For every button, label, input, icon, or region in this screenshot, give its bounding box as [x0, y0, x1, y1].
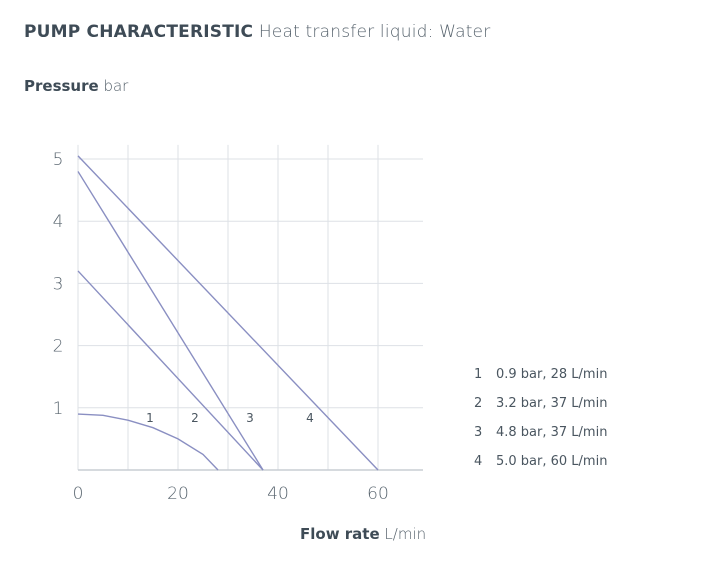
x-axis-label: Flow rate L/min — [300, 525, 426, 543]
chart-title: PUMP CHARACTERISTIC Heat transfer liquid… — [24, 22, 490, 42]
x-axis-title: Flow rate — [300, 525, 380, 543]
y-axis-unit: bar — [103, 77, 129, 95]
series-label-4: 4 — [306, 411, 314, 425]
x-tick-label: 20 — [167, 484, 189, 504]
legend-text: 0.9 bar, 28 L/min — [496, 367, 608, 382]
series-line-3 — [77, 171, 264, 471]
y-axis-label: Pressure bar — [24, 77, 128, 95]
series-label-1: 1 — [146, 411, 154, 425]
title-main: PUMP CHARACTERISTIC — [24, 22, 254, 42]
legend-item: 1 0.9 bar, 28 L/min — [474, 367, 607, 396]
legend-text: 5.0 bar, 60 L/min — [496, 454, 608, 469]
series-label-2: 2 — [191, 411, 199, 425]
y-tick-label: 3 — [53, 274, 64, 294]
series-line-2 — [77, 270, 264, 471]
title-subtitle: Heat transfer liquid: Water — [258, 22, 491, 42]
x-tick-label: 60 — [367, 484, 389, 504]
legend-text: 3.2 bar, 37 L/min — [496, 396, 608, 411]
y-tick-label: 1 — [53, 399, 64, 419]
legend-item: 4 5.0 bar, 60 L/min — [474, 454, 607, 483]
legend-text: 4.8 bar, 37 L/min — [496, 425, 608, 440]
y-tick-label: 4 — [53, 212, 64, 232]
series-label-3: 3 — [246, 411, 254, 425]
legend-item: 2 3.2 bar, 37 L/min — [474, 396, 607, 425]
x-tick-label: 40 — [267, 484, 289, 504]
legend-num: 4 — [474, 454, 483, 469]
y-tick-label: 5 — [53, 150, 64, 170]
legend-num: 1 — [474, 367, 483, 382]
legend-num: 2 — [474, 396, 483, 411]
y-axis-title: Pressure — [24, 77, 99, 95]
y-tick-label: 2 — [53, 337, 64, 357]
legend-num: 3 — [474, 425, 483, 440]
x-tick-label: 0 — [73, 484, 84, 504]
series-line-4 — [77, 155, 379, 471]
series-line-1 — [77, 413, 219, 471]
legend-item: 3 4.8 bar, 37 L/min — [474, 425, 607, 454]
x-axis-unit: L/min — [384, 525, 427, 543]
